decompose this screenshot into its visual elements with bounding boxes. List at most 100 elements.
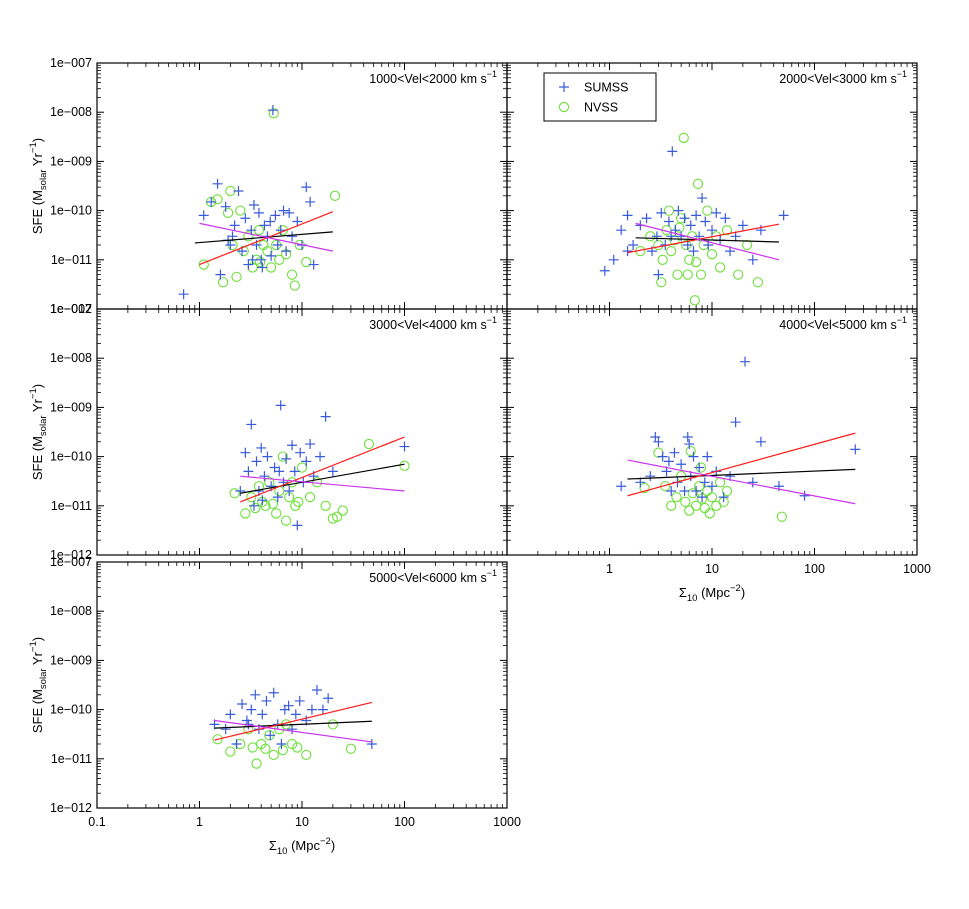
fit-line-red <box>199 211 334 266</box>
sumss-point <box>622 246 633 257</box>
sumss-point <box>700 216 711 227</box>
sumss-point <box>315 451 326 462</box>
nvss-point <box>235 205 246 216</box>
sumss-point <box>720 213 731 224</box>
panel-frame <box>96 561 508 809</box>
y-axis-label: SFE (Msolar Yr−1) <box>28 138 49 234</box>
sumss-point <box>666 485 677 496</box>
sumss-point <box>275 225 286 236</box>
data-layer <box>178 105 341 300</box>
sumss-point <box>292 520 303 531</box>
sumss-point <box>287 440 298 451</box>
legend-sumss-marker <box>559 82 569 92</box>
sumss-point <box>663 456 674 467</box>
sumss-point <box>707 481 717 492</box>
sumss-point <box>682 432 693 443</box>
nvss-point <box>331 511 343 522</box>
nvss-point <box>704 508 715 519</box>
nvss-point <box>251 758 262 769</box>
nvss-point <box>714 262 726 273</box>
sumss-point <box>287 231 298 242</box>
fit-line-red <box>627 223 780 254</box>
sumss-point <box>225 709 236 720</box>
sumss-point <box>235 485 246 496</box>
sumss-point <box>301 456 312 467</box>
y-tick-label: 1e−009 <box>50 154 92 168</box>
panel-p2: 2000<Vel<3000 km s−1 SUMSS NVSS <box>506 62 918 310</box>
sumss-point <box>306 704 317 715</box>
sumss-point <box>247 254 258 265</box>
nvss-point <box>692 178 704 189</box>
nvss-point <box>240 508 251 519</box>
sumss-point <box>253 207 264 218</box>
fit-line-black <box>214 720 372 729</box>
legend-box <box>543 72 657 122</box>
x-axis-label: Σ10 (Mpc−2) <box>269 836 335 857</box>
nvss-point <box>666 500 677 511</box>
sumss-point <box>248 199 259 210</box>
sumss-point <box>399 441 410 452</box>
y-tick-label: 1e−008 <box>50 604 92 618</box>
sumss-point <box>243 259 254 270</box>
sumss-point <box>267 105 278 116</box>
ticks <box>96 561 508 809</box>
sumss-point <box>265 216 276 227</box>
y-tick-label: 1e−011 <box>51 752 92 766</box>
sumss-point <box>178 289 189 300</box>
sumss-point <box>251 456 262 467</box>
sumss-point <box>599 265 610 276</box>
sumss-point <box>366 738 377 749</box>
sumss-point <box>284 207 295 218</box>
y-tick-label: 1e−012 <box>50 548 92 562</box>
nvss-point <box>289 280 300 291</box>
sumss-point <box>323 693 334 704</box>
sumss-point <box>747 254 758 265</box>
sumss-point <box>206 196 217 207</box>
sumss-point <box>657 451 668 462</box>
sumss-point <box>246 225 257 236</box>
x-tick-label: 100 <box>804 562 825 576</box>
sumss-point <box>730 417 741 428</box>
fit-line-red <box>240 436 405 503</box>
nvss-point <box>680 496 691 508</box>
nvss-point <box>264 477 275 488</box>
nvss-point <box>687 488 698 499</box>
nvss-point <box>741 239 753 251</box>
nvss-point <box>674 222 685 233</box>
sumss-point <box>663 216 674 227</box>
fit-line-black <box>240 463 405 494</box>
sumss-point <box>747 477 758 488</box>
nvss-point <box>678 132 689 144</box>
nvss-point <box>280 515 292 526</box>
sumss-point <box>699 477 710 488</box>
nvss-point <box>663 205 675 216</box>
sumss-point <box>284 485 295 496</box>
nvss-point <box>277 451 288 462</box>
y-tick-label: 1e−008 <box>50 105 92 119</box>
nvss-point <box>198 259 209 270</box>
sumss-point <box>294 695 305 706</box>
nvss-point <box>247 742 258 753</box>
sumss-point <box>653 436 664 447</box>
sumss-point <box>281 246 292 257</box>
sumss-point <box>641 213 652 224</box>
nvss-point <box>267 498 279 509</box>
sumss-point <box>229 220 240 231</box>
y-axis-label: SFE (Msolar Yr−1) <box>28 384 49 480</box>
sumss-point <box>272 492 283 503</box>
sumss-point <box>274 466 285 477</box>
sumss-point <box>270 210 281 221</box>
sumss-point <box>755 225 766 236</box>
nvss-point <box>656 277 667 288</box>
sumss-point <box>718 492 729 503</box>
sumss-point <box>616 225 627 236</box>
data-layer <box>209 685 377 769</box>
x-tick-label: 10 <box>295 815 309 829</box>
panel-frame <box>506 308 918 556</box>
nvss-point <box>292 742 303 753</box>
sumss-point <box>246 704 257 715</box>
fit-line-magenta <box>199 222 333 252</box>
nvss-point <box>260 500 271 511</box>
nvss-point <box>243 231 254 242</box>
panel-title: 1000<Vel<2000 km s−1 <box>369 69 497 86</box>
